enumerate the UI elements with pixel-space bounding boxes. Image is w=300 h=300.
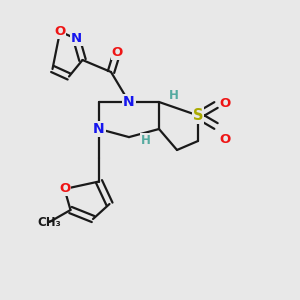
Text: H: H — [169, 89, 178, 102]
Text: O: O — [54, 25, 66, 38]
Text: O: O — [219, 97, 231, 110]
Text: N: N — [123, 95, 135, 109]
Text: N: N — [93, 122, 105, 136]
Text: O: O — [59, 182, 70, 196]
Text: O: O — [111, 46, 123, 59]
Text: S: S — [193, 108, 203, 123]
Text: CH₃: CH₃ — [38, 215, 62, 229]
Text: O: O — [219, 133, 231, 146]
Text: N: N — [71, 32, 82, 46]
Text: H: H — [141, 134, 150, 147]
